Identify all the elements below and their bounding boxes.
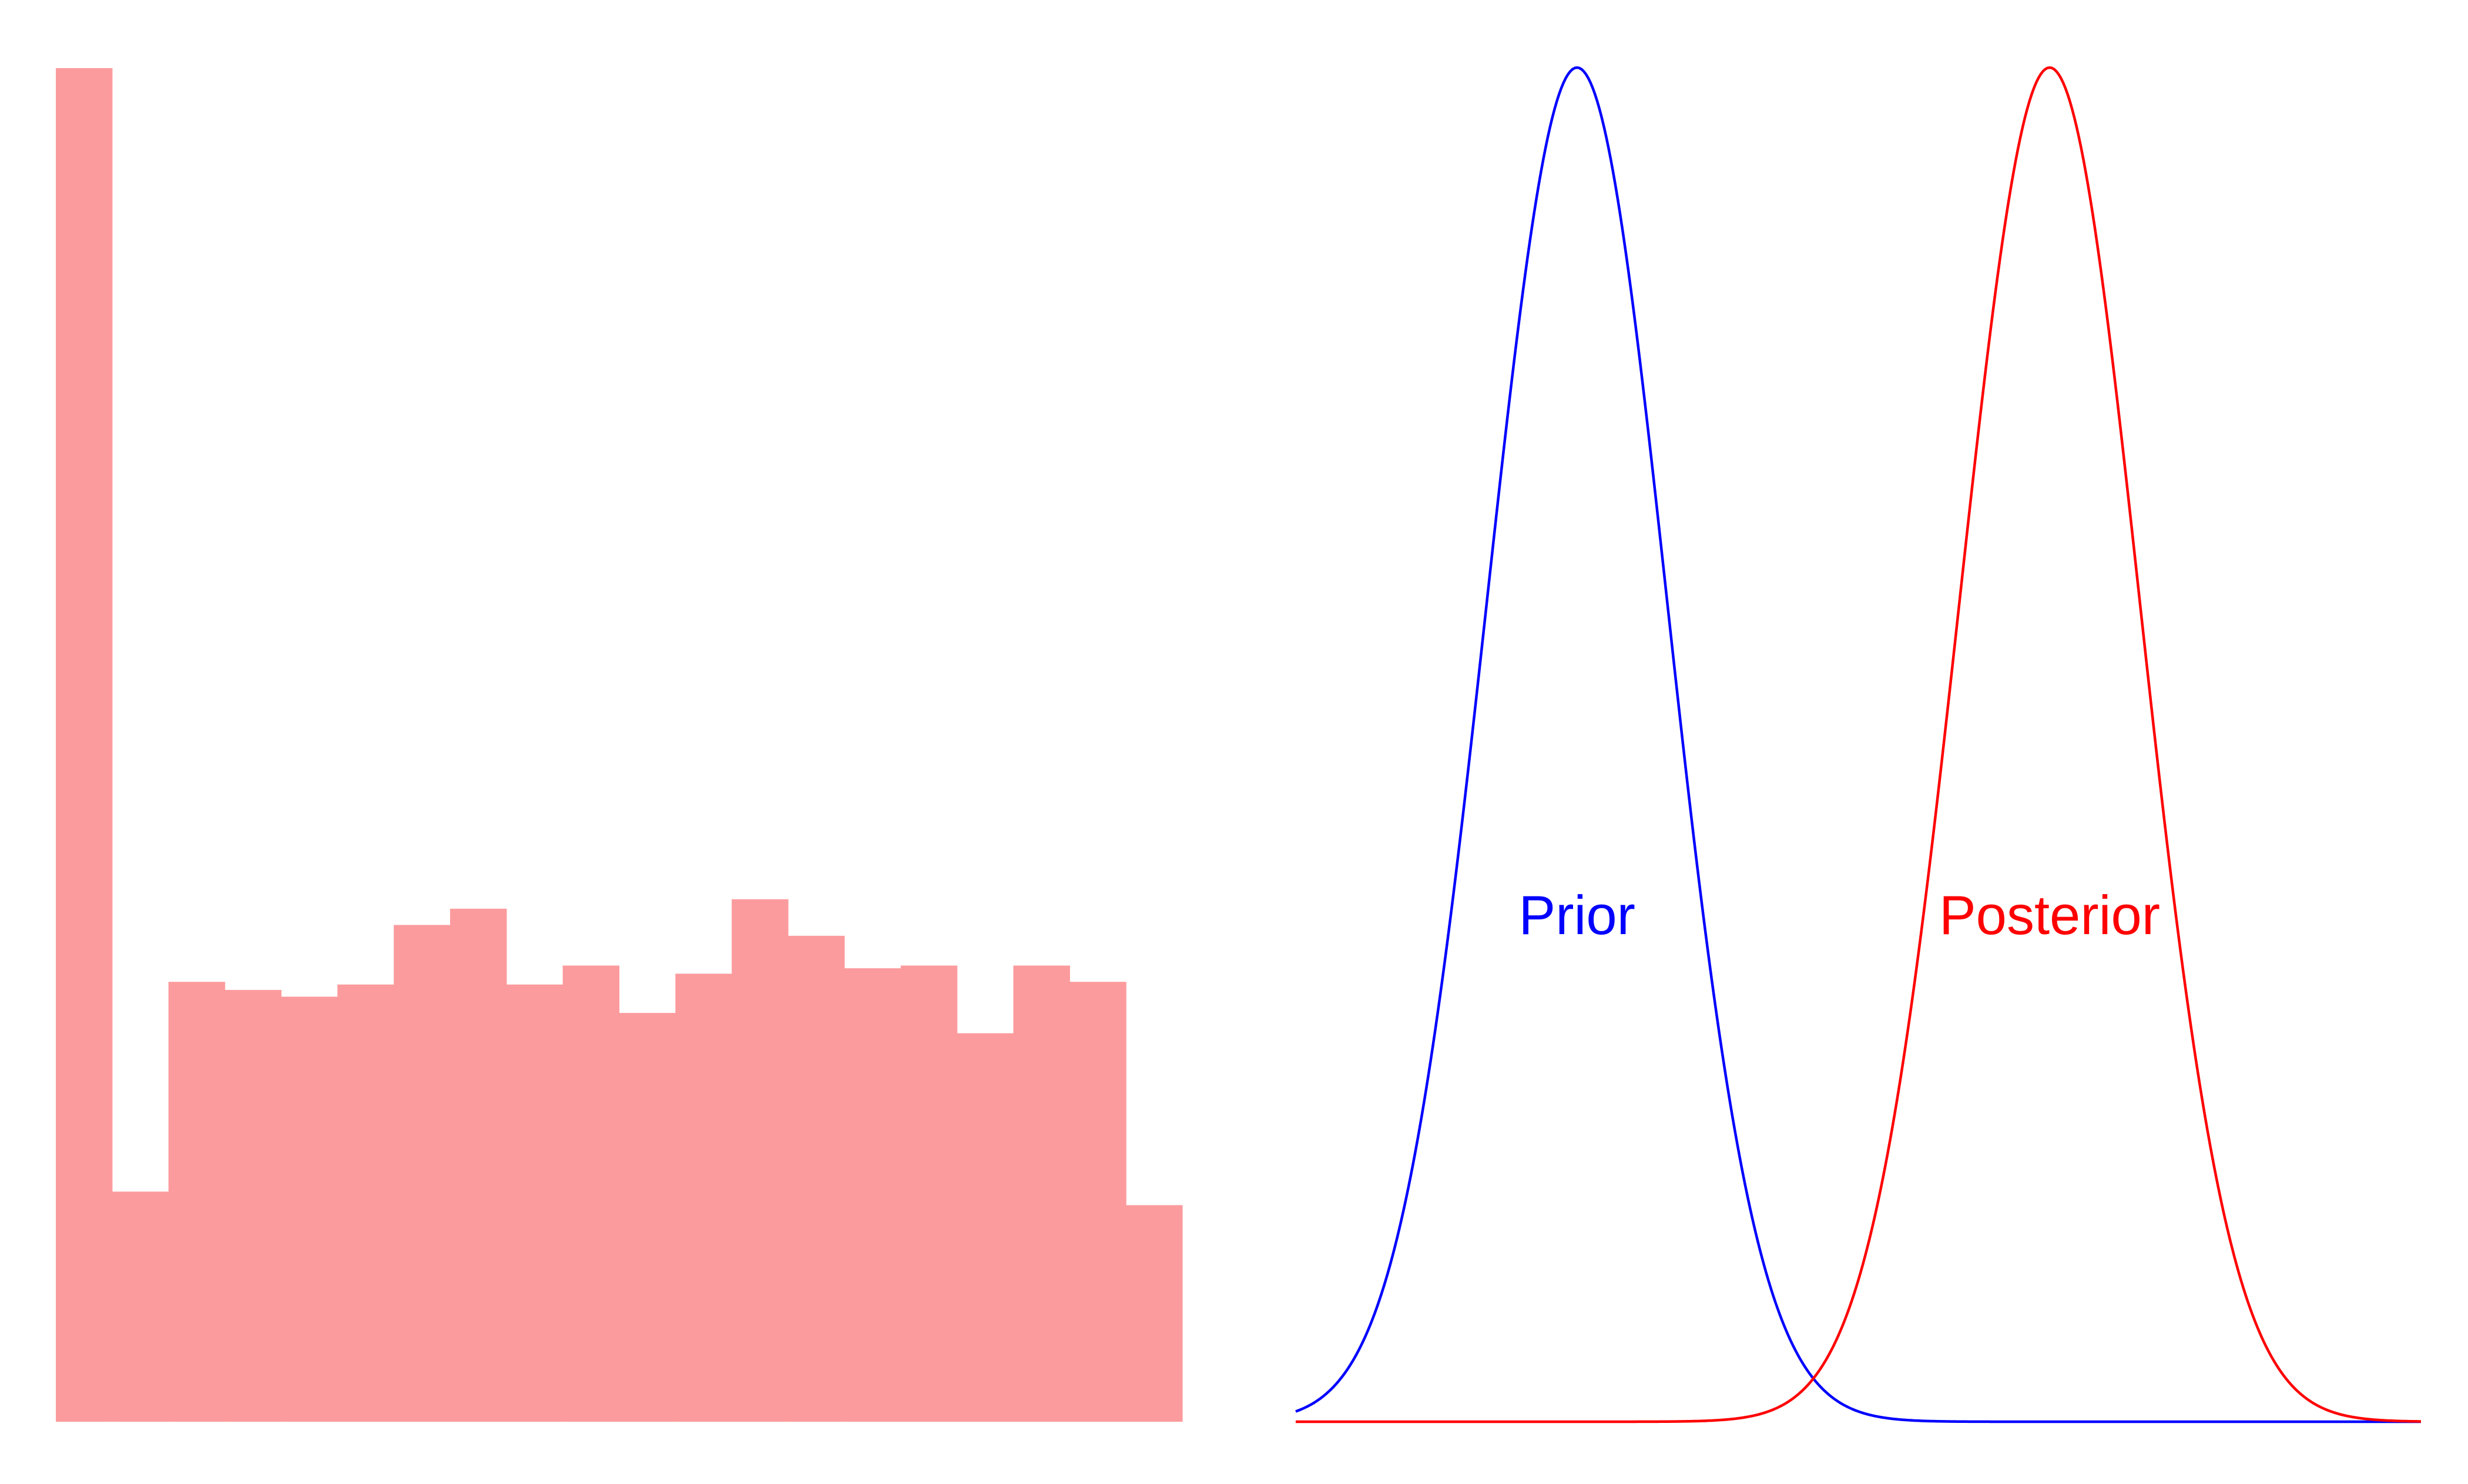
density-chart: Prior Posterior [1295, 66, 2422, 1423]
histogram-bar [1126, 1205, 1183, 1422]
histogram-bar [788, 935, 845, 1422]
histogram-bar [450, 908, 507, 1422]
histogram-bar [900, 965, 958, 1422]
series-label-posterior: Posterior [1939, 884, 2160, 946]
histogram-bar [281, 996, 338, 1422]
histogram-bar [224, 990, 281, 1422]
density-line-posterior [1296, 66, 2422, 1423]
histogram-bar [619, 1013, 676, 1422]
histogram-bar [957, 1033, 1014, 1422]
density-curves [1295, 66, 2422, 1423]
histogram-bar [168, 982, 226, 1422]
histogram-bar [1013, 965, 1070, 1422]
series-label-prior: Prior [1519, 884, 1635, 946]
histogram-bar [394, 925, 451, 1422]
histogram-bar [562, 965, 620, 1422]
histogram-bar [112, 1191, 169, 1422]
density-line-prior [1295, 66, 2421, 1423]
histogram-bar [56, 68, 113, 1422]
histogram-bar [732, 899, 789, 1422]
histogram-bar [506, 984, 564, 1422]
histogram-bar [844, 968, 901, 1422]
histogram-bar [675, 973, 732, 1422]
histogram-chart [56, 68, 1183, 1422]
histogram-bar [1069, 982, 1126, 1422]
histogram-bar [337, 984, 394, 1422]
